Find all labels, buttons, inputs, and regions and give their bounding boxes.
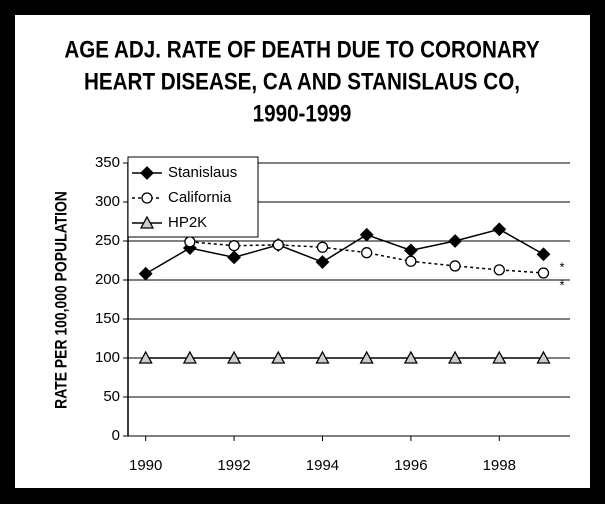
data-point <box>138 350 153 364</box>
data-point <box>271 350 286 364</box>
data-point <box>449 260 461 272</box>
chart-title: 1990-1999 <box>253 100 352 127</box>
legend-marker <box>139 215 155 229</box>
data-point <box>405 255 417 267</box>
legend-marker <box>140 166 154 180</box>
y-tick-label: 50 <box>103 388 120 405</box>
legend-label: Stanislaus <box>168 164 237 181</box>
data-point <box>315 255 330 269</box>
data-point <box>536 350 551 364</box>
y-axis-label: RATE PER 100,000 POPULATION <box>52 191 71 409</box>
legend-label: California <box>168 189 232 206</box>
annotation: * <box>559 259 564 274</box>
y-tick-label: 300 <box>95 193 120 210</box>
data-point <box>228 240 240 252</box>
x-tick-label: 1996 <box>394 457 427 474</box>
data-point <box>316 241 329 253</box>
data-point <box>536 247 551 262</box>
data-point <box>492 350 507 364</box>
series-line <box>189 241 544 274</box>
x-tick-label: 1992 <box>217 457 250 474</box>
data-point <box>537 267 550 279</box>
x-tick-label: 1990 <box>129 457 162 474</box>
chart-title: AGE ADJ. RATE OF DEATH DUE TO CORONARY <box>64 36 539 63</box>
series-line <box>145 228 544 275</box>
annotation: * <box>559 277 564 292</box>
data-point <box>493 264 505 276</box>
data-point <box>448 234 462 248</box>
data-point <box>315 350 330 364</box>
x-tick-label: 1998 <box>483 457 516 474</box>
legend-label: HP2K <box>168 214 207 231</box>
data-point <box>182 350 197 364</box>
data-point <box>184 236 196 248</box>
data-point <box>138 266 153 281</box>
y-tick-label: 250 <box>95 232 120 249</box>
data-point <box>359 227 374 242</box>
legend-marker <box>141 192 153 204</box>
y-tick-label: 150 <box>95 310 120 327</box>
data-point <box>272 239 284 251</box>
data-point <box>226 350 242 364</box>
panel <box>15 15 590 488</box>
data-point <box>492 222 507 237</box>
data-point <box>359 350 374 364</box>
y-tick-label: 0 <box>112 427 120 444</box>
data-point <box>361 247 373 259</box>
x-tick-label: 1994 <box>306 457 339 474</box>
chart-title: HEART DISEASE, CA AND STANISLAUS CO, <box>84 68 520 95</box>
y-tick-label: 100 <box>95 349 120 366</box>
y-tick-label: 350 <box>95 154 120 171</box>
data-point <box>403 350 418 364</box>
data-point <box>227 250 241 265</box>
y-tick-label: 200 <box>95 271 120 288</box>
data-point <box>447 350 463 364</box>
